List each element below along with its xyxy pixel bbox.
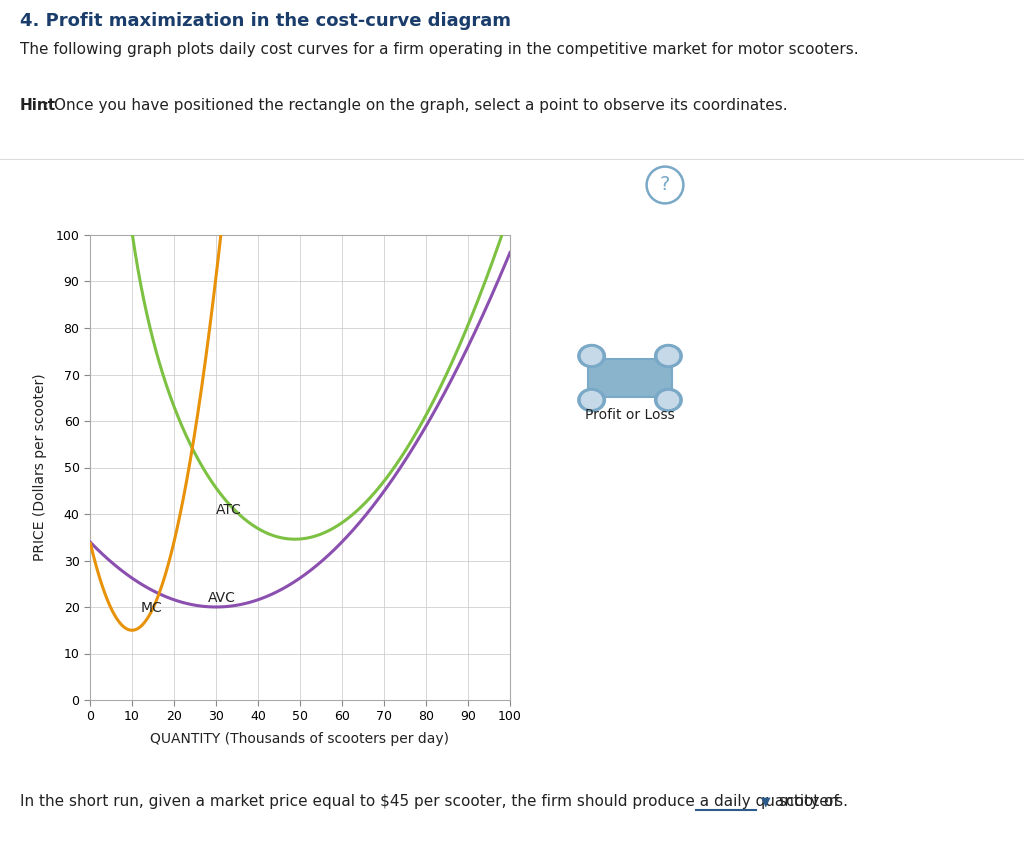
- Circle shape: [658, 347, 679, 364]
- Text: : Once you have positioned the rectangle on the graph, select a point to observe: : Once you have positioned the rectangle…: [44, 98, 787, 113]
- Text: ?: ?: [659, 176, 670, 194]
- Text: Profit or Loss: Profit or Loss: [585, 408, 675, 422]
- Circle shape: [578, 345, 605, 368]
- Circle shape: [646, 167, 683, 204]
- Text: AVC: AVC: [208, 591, 236, 606]
- Text: ▼: ▼: [761, 796, 771, 808]
- Circle shape: [658, 392, 679, 409]
- Y-axis label: PRICE (Dollars per scooter): PRICE (Dollars per scooter): [34, 373, 47, 561]
- Text: The following graph plots daily cost curves for a firm operating in the competit: The following graph plots daily cost cur…: [20, 42, 859, 57]
- Text: 4. Profit maximization in the cost-curve diagram: 4. Profit maximization in the cost-curve…: [20, 12, 511, 30]
- Text: In the short run, given a market price equal to $45 per scooter, the firm should: In the short run, given a market price e…: [20, 795, 839, 809]
- Text: ATC: ATC: [216, 503, 242, 517]
- Text: Hint: Hint: [20, 98, 56, 113]
- Circle shape: [582, 392, 602, 409]
- FancyBboxPatch shape: [588, 359, 672, 397]
- Circle shape: [582, 347, 602, 364]
- Circle shape: [654, 345, 682, 368]
- X-axis label: QUANTITY (Thousands of scooters per day): QUANTITY (Thousands of scooters per day): [151, 732, 450, 746]
- Text: scooters.: scooters.: [778, 795, 848, 809]
- Text: MC: MC: [140, 600, 162, 615]
- Circle shape: [578, 389, 605, 411]
- Circle shape: [654, 389, 682, 411]
